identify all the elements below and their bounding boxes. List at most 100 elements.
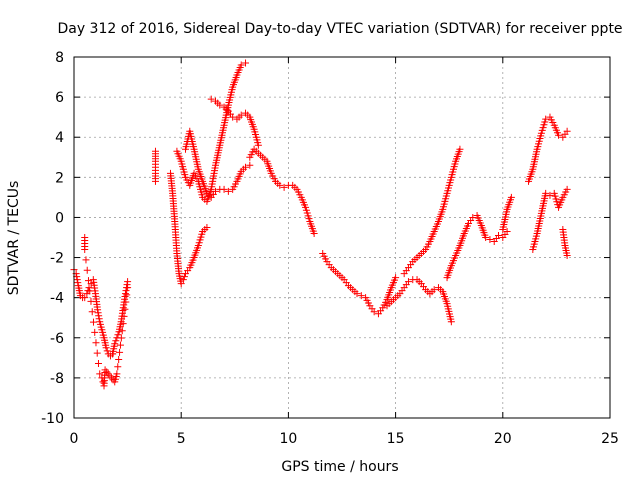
data-point	[120, 312, 128, 320]
series-arc-10	[319, 250, 400, 318]
data-point	[242, 163, 250, 171]
data-point	[91, 328, 99, 336]
x-axis-label: GPS time / hours	[281, 459, 398, 475]
data-point	[220, 185, 228, 193]
y-tick-label: 4	[55, 130, 64, 146]
data-point	[151, 177, 159, 185]
data-point	[555, 131, 563, 139]
data-point	[81, 294, 89, 302]
data-point	[117, 334, 125, 342]
data-point	[94, 309, 102, 317]
data-point	[123, 291, 131, 299]
data-point	[116, 341, 124, 349]
ticks-layer: 0 5 10 15 20 25 -10 -8 -6 -4 -2 0 2 4 6 8	[41, 50, 619, 447]
y-tick-label: -10	[41, 411, 64, 427]
data-point	[563, 185, 571, 193]
data-point	[542, 189, 550, 197]
series-arc-11	[383, 276, 455, 326]
series-arc-14	[499, 193, 515, 233]
data-point	[88, 308, 96, 316]
data-point	[177, 280, 185, 288]
data-point	[124, 284, 132, 292]
data-point	[94, 306, 102, 314]
series-arc-12	[400, 145, 464, 278]
data-point	[123, 281, 131, 289]
y-tick-label: -6	[50, 331, 64, 347]
data-point	[495, 231, 503, 239]
data-point	[124, 278, 132, 286]
series-arc-15	[525, 113, 571, 185]
series-arc-17	[559, 225, 571, 260]
series-arc-13	[443, 211, 511, 282]
data-point	[237, 61, 245, 69]
data-point	[254, 141, 262, 149]
data-point	[103, 347, 111, 355]
data-point	[119, 320, 127, 328]
data-point	[179, 276, 187, 284]
data-point	[353, 290, 361, 298]
data-point	[121, 290, 129, 298]
data-point	[113, 370, 121, 378]
data-point	[115, 356, 123, 364]
data-point	[404, 278, 412, 286]
data-point	[95, 315, 103, 323]
y-tick-label: -4	[50, 291, 64, 307]
data-point	[86, 287, 94, 295]
data-point	[81, 246, 89, 254]
data-point	[276, 181, 284, 189]
y-tick-label: 8	[55, 50, 64, 66]
series-arc-1	[70, 266, 117, 360]
data-point	[546, 191, 554, 199]
data-point	[84, 277, 92, 285]
data-point	[94, 360, 102, 368]
data-point	[114, 331, 122, 339]
data-point	[563, 252, 571, 260]
data-point	[216, 101, 224, 109]
data-point	[116, 348, 124, 356]
data-point	[482, 234, 490, 241]
data-point	[95, 312, 103, 320]
data-point	[447, 318, 455, 326]
y-axis-label: SDTVAR / TECUs	[6, 181, 22, 296]
data-point	[121, 305, 129, 313]
data-point	[370, 308, 378, 316]
series-arc-4	[151, 147, 159, 185]
data-point	[112, 337, 120, 345]
data-point	[246, 161, 254, 169]
data-point	[469, 213, 477, 221]
y-tick-label: -2	[50, 251, 64, 267]
series-arc-6	[173, 59, 250, 205]
data-point	[74, 279, 82, 287]
data-point	[310, 229, 318, 237]
x-tick-label: 25	[601, 431, 619, 447]
data-point	[503, 227, 511, 235]
y-tick-label: -8	[50, 371, 64, 387]
data-point	[96, 370, 104, 378]
data-point	[73, 276, 81, 284]
grid-layer	[74, 57, 610, 418]
data-point	[83, 266, 91, 274]
y-tick-label: 2	[55, 170, 64, 186]
chart-title: Day 312 of 2016, Sidereal Day-to-day VTE…	[57, 21, 622, 37]
data-point	[280, 183, 288, 191]
data-point	[430, 286, 438, 294]
data-point	[93, 349, 101, 357]
y-tick-label: 0	[55, 210, 64, 226]
series-arc-8	[207, 95, 262, 149]
data-point	[111, 340, 119, 348]
data-point	[486, 236, 494, 244]
data-point	[87, 297, 95, 305]
data-layer	[70, 59, 571, 390]
data-point	[392, 274, 400, 282]
plot-area-frame	[73, 56, 611, 419]
data-point	[102, 344, 110, 352]
data-point	[237, 111, 245, 119]
x-tick-label: 5	[177, 431, 186, 447]
data-point	[122, 298, 130, 306]
data-point	[122, 287, 130, 295]
x-tick-label: 0	[70, 431, 79, 447]
data-point	[99, 378, 107, 386]
data-point	[357, 292, 365, 300]
x-tick-label: 20	[494, 431, 512, 447]
